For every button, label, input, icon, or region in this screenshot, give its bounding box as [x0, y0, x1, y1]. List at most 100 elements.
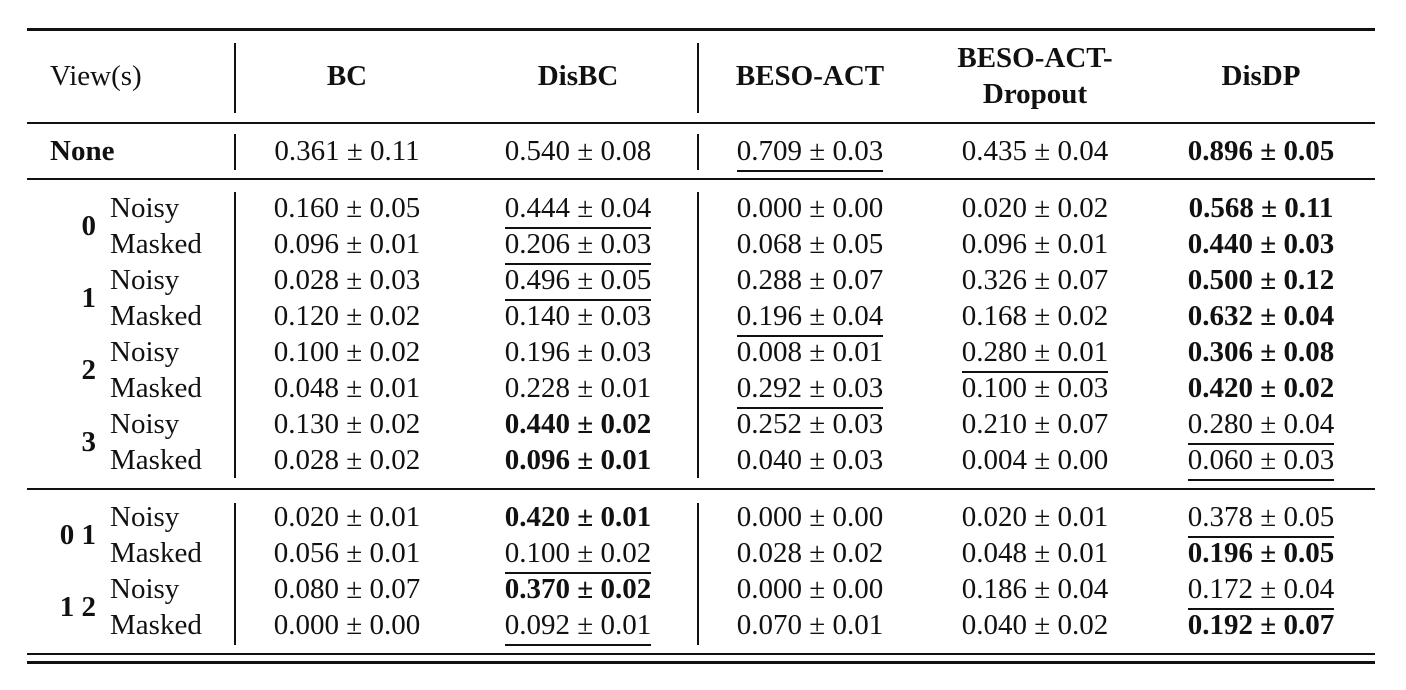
view-label: 2: [81, 354, 97, 386]
cell-disbc: 0.444 ± 0.04: [504, 190, 652, 229]
cell-disbc: 0.420 ± 0.01: [504, 501, 652, 533]
cell-disbc: 0.496 ± 0.05: [504, 262, 652, 301]
bottom-rule-2: [27, 661, 1375, 664]
cell-beso-act-dropout: 0.040 ± 0.02: [961, 609, 1109, 641]
none-cell-disdp: 0.896 ± 0.05: [1187, 135, 1335, 167]
cell-bc: 0.028 ± 0.02: [273, 444, 421, 476]
row-type-label: Noisy: [110, 408, 180, 440]
cell-beso-act: 0.008 ± 0.01: [736, 336, 884, 368]
cell-beso-act-dropout: 0.326 ± 0.07: [961, 264, 1109, 296]
cell-beso-act: 0.288 ± 0.07: [736, 264, 884, 296]
vsep-disbc: [697, 43, 699, 113]
view-label: 0 1: [59, 519, 96, 551]
cell-disbc: 0.370 ± 0.02: [504, 573, 652, 605]
cell-beso-act-dropout: 0.004 ± 0.00: [961, 444, 1109, 476]
none-cell-disbc: 0.540 ± 0.08: [504, 135, 652, 167]
row-type-label: Masked: [110, 537, 202, 569]
cell-disbc: 0.196 ± 0.03: [504, 336, 652, 368]
row-type-label: Masked: [110, 372, 202, 404]
header-beso-act-dropout-line2: Dropout: [982, 78, 1088, 110]
cell-beso-act-dropout: 0.096 ± 0.01: [961, 228, 1109, 260]
row-type-label: Noisy: [110, 336, 180, 368]
cell-disbc: 0.092 ± 0.01: [504, 607, 652, 646]
cell-beso-act: 0.070 ± 0.01: [736, 609, 884, 641]
cell-beso-act: 0.000 ± 0.00: [736, 573, 884, 605]
cell-beso-act-dropout: 0.020 ± 0.01: [961, 501, 1109, 533]
cell-beso-act-dropout: 0.048 ± 0.01: [961, 537, 1109, 569]
row-type-label: Noisy: [110, 192, 180, 224]
cell-bc: 0.080 ± 0.07: [273, 573, 421, 605]
cell-disdp: 0.196 ± 0.05: [1187, 537, 1335, 569]
cell-disdp: 0.172 ± 0.04: [1187, 571, 1335, 610]
header-views: View(s): [50, 60, 142, 92]
cell-beso-act-dropout: 0.100 ± 0.03: [961, 372, 1109, 404]
view-label: 1: [81, 282, 97, 314]
header-beso-act-dropout-line1: BESO-ACT-: [957, 42, 1113, 74]
cell-disbc: 0.206 ± 0.03: [504, 226, 652, 265]
row-type-label: Noisy: [110, 573, 180, 605]
header-bc: BC: [326, 60, 368, 92]
cell-beso-act-dropout: 0.280 ± 0.01: [961, 334, 1109, 373]
cell-beso-act: 0.196 ± 0.04: [736, 298, 884, 337]
row-type-label: Noisy: [110, 264, 180, 296]
vsep-view: [234, 43, 236, 113]
view-label: 3: [81, 426, 97, 458]
view-label: 1 2: [59, 591, 96, 623]
cell-beso-act: 0.000 ± 0.00: [736, 501, 884, 533]
row-type-label: Masked: [110, 300, 202, 332]
none-cell-beso-act: 0.709 ± 0.03: [736, 133, 884, 172]
cell-bc: 0.120 ± 0.02: [273, 300, 421, 332]
row-type-label: Noisy: [110, 501, 180, 533]
cell-beso-act-dropout: 0.168 ± 0.02: [961, 300, 1109, 332]
cell-disbc: 0.440 ± 0.02: [504, 408, 652, 440]
single-view-rule: [27, 488, 1375, 490]
cell-beso-act: 0.000 ± 0.00: [736, 192, 884, 224]
vsep-section-1-0: [234, 503, 236, 645]
cell-disdp: 0.378 ± 0.05: [1187, 499, 1335, 538]
cell-disdp: 0.500 ± 0.12: [1187, 264, 1335, 296]
none-rule: [27, 178, 1375, 180]
cell-beso-act: 0.068 ± 0.05: [736, 228, 884, 260]
cell-beso-act-dropout: 0.210 ± 0.07: [961, 408, 1109, 440]
cell-bc: 0.048 ± 0.01: [273, 372, 421, 404]
cell-disdp: 0.306 ± 0.08: [1187, 336, 1335, 368]
header-disbc: DisBC: [537, 60, 619, 92]
none-cell-beso-act-dropout: 0.435 ± 0.04: [961, 135, 1109, 167]
cell-disdp: 0.420 ± 0.02: [1187, 372, 1335, 404]
cell-disdp: 0.632 ± 0.04: [1187, 300, 1335, 332]
top-rule: [27, 28, 1375, 31]
cell-bc: 0.020 ± 0.01: [273, 501, 421, 533]
cell-disdp: 0.060 ± 0.03: [1187, 442, 1335, 481]
vsep-section-0-1: [697, 192, 699, 478]
vsep-section-0-0: [234, 192, 236, 478]
cell-bc: 0.100 ± 0.02: [273, 336, 421, 368]
cell-beso-act: 0.028 ± 0.02: [736, 537, 884, 569]
vsep-view-none: [234, 134, 236, 170]
cell-bc: 0.096 ± 0.01: [273, 228, 421, 260]
cell-bc: 0.000 ± 0.00: [273, 609, 421, 641]
cell-bc: 0.160 ± 0.05: [273, 192, 421, 224]
cell-disdp: 0.280 ± 0.04: [1187, 406, 1335, 445]
cell-beso-act: 0.252 ± 0.03: [736, 408, 884, 440]
row-type-label: Masked: [110, 609, 202, 641]
cell-disbc: 0.228 ± 0.01: [504, 372, 652, 404]
cell-disdp: 0.440 ± 0.03: [1187, 228, 1335, 260]
cell-beso-act: 0.292 ± 0.03: [736, 370, 884, 409]
row-label-none: None: [50, 135, 115, 167]
header-disdp: DisDP: [1221, 60, 1301, 92]
row-type-label: Masked: [110, 228, 202, 260]
cell-disbc: 0.096 ± 0.01: [504, 444, 652, 476]
none-cell-bc: 0.361 ± 0.11: [274, 135, 420, 167]
cell-bc: 0.130 ± 0.02: [273, 408, 421, 440]
cell-bc: 0.056 ± 0.01: [273, 537, 421, 569]
row-type-label: Masked: [110, 444, 202, 476]
header-beso-act: BESO-ACT: [735, 60, 885, 92]
cell-beso-act: 0.040 ± 0.03: [736, 444, 884, 476]
header-rule: [27, 122, 1375, 124]
cell-disbc: 0.140 ± 0.03: [504, 300, 652, 332]
view-label: 0: [81, 210, 97, 242]
bottom-rule-1: [27, 653, 1375, 655]
cell-disdp: 0.568 ± 0.11: [1188, 192, 1334, 224]
cell-beso-act-dropout: 0.186 ± 0.04: [961, 573, 1109, 605]
vsep-section-1-1: [697, 503, 699, 645]
